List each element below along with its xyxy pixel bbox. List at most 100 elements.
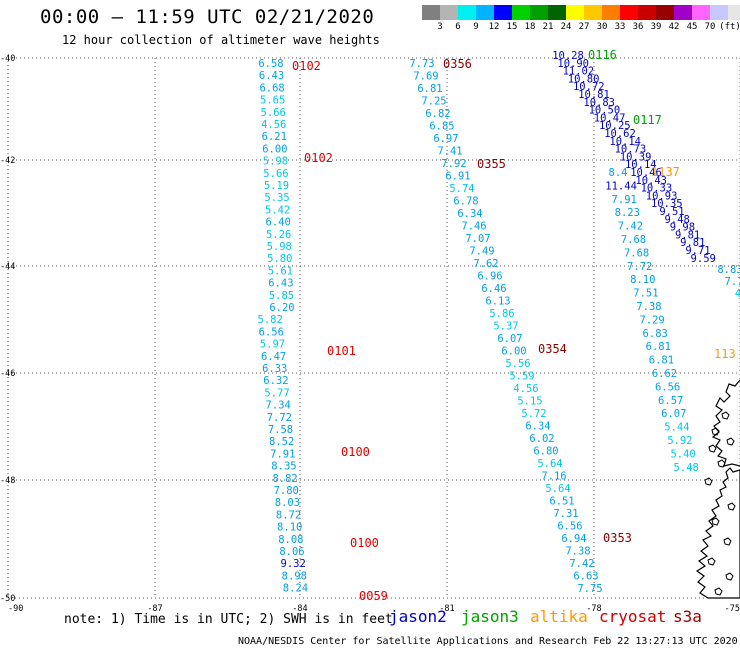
wave-height-value: 7.68 xyxy=(621,234,646,246)
wave-height-value: 10.35 xyxy=(651,198,683,210)
wave-height-value: 6.68 xyxy=(259,82,284,94)
wave-height-value: 7.25 xyxy=(421,96,446,108)
wave-height-value: 7.49 xyxy=(469,246,494,258)
wave-height-value: 6.07 xyxy=(661,408,686,420)
wave-height-value: 5.98 xyxy=(267,241,292,253)
wave-height-value: 10.93 xyxy=(646,190,678,202)
wave-height-value: 6.34 xyxy=(457,208,482,220)
wave-height-value: 6.82 xyxy=(425,108,450,120)
color-swatch xyxy=(476,5,494,20)
wave-height-value: 8.98 xyxy=(282,570,307,582)
wave-height-value: 10.28 xyxy=(552,50,584,62)
wave-height-value: 10.62 xyxy=(604,128,636,140)
wave-height-value: 5.48 xyxy=(674,462,699,474)
pass-time-label: 113 xyxy=(714,347,736,361)
wave-height-value: 5.64 xyxy=(545,483,570,495)
wave-height-value: 7.42 xyxy=(618,221,643,233)
longitude-tick-label: -90 xyxy=(8,604,23,614)
wave-height-value: 6.57 xyxy=(658,395,683,407)
wave-height-value: 10.46 xyxy=(630,167,662,179)
coastline-north xyxy=(711,379,740,467)
wave-height-value: 10.47 xyxy=(594,112,626,124)
wave-height-value: 10.43 xyxy=(635,175,667,187)
color-scale-label: 42 xyxy=(668,22,680,32)
wave-height-value: 6.00 xyxy=(501,346,526,358)
color-swatch xyxy=(692,5,710,20)
pass-time-label: 0355 xyxy=(477,157,506,171)
color-swatch xyxy=(440,5,458,20)
wave-height-value: 5.19 xyxy=(264,180,289,192)
pass-time-label: 0353 xyxy=(603,531,632,545)
island-outline xyxy=(711,517,720,526)
pass-time-label: 0102 xyxy=(292,59,321,73)
island-outline xyxy=(708,444,717,453)
wave-height-value: 6.58 xyxy=(258,58,283,70)
wave-height-value: 9.81 xyxy=(680,237,705,249)
color-swatch xyxy=(602,5,620,20)
color-scale-bar xyxy=(422,5,740,20)
pass-time-label: 0356 xyxy=(443,57,472,71)
wave-height-value: 7.41 xyxy=(437,146,462,158)
wave-height-value: 5.72 xyxy=(521,408,546,420)
wave-height-value: 6.62 xyxy=(652,368,677,380)
wave-height-value: 9.59 xyxy=(691,253,716,265)
wave-height-value: 6.43 xyxy=(268,278,293,290)
pass-time-label: 0354 xyxy=(538,342,567,356)
wave-height-value: 8.4 xyxy=(609,167,628,179)
wave-height-value: 5.61 xyxy=(268,265,293,277)
color-scale-label: 21 xyxy=(542,22,554,32)
longitude-tick-label: -87 xyxy=(147,604,162,614)
wave-height-value: 7.38 xyxy=(565,546,590,558)
island-outline xyxy=(717,459,726,468)
wave-height-value: 6.97 xyxy=(433,133,458,145)
pass-time-label: 1137 xyxy=(651,165,680,179)
color-swatch xyxy=(458,5,476,20)
wave-height-value: 8.35 xyxy=(271,461,296,473)
wave-height-value: 5.82 xyxy=(258,314,283,326)
wave-height-value: 5.35 xyxy=(264,192,289,204)
wave-height-value: 7.69 xyxy=(413,71,438,83)
wave-height-value: 6.40 xyxy=(266,217,291,229)
wave-height-value: 11.02 xyxy=(563,66,595,78)
wave-height-value: 6.96 xyxy=(477,271,502,283)
pass-time-label: 0102 xyxy=(304,151,333,165)
latitude-tick-label: -42 xyxy=(0,156,15,166)
wave-height-value: 7.80 xyxy=(274,485,299,497)
color-scale-label: 15 xyxy=(506,22,518,32)
wave-height-value: 7.29 xyxy=(639,314,664,326)
wave-height-value: 7.91 xyxy=(270,448,295,460)
wave-height-value: 6.56 xyxy=(259,326,284,338)
island-outline xyxy=(707,557,716,566)
color-swatch xyxy=(638,5,656,20)
color-swatch xyxy=(566,5,584,20)
color-swatch xyxy=(710,5,728,20)
pass-time-label: 0101 xyxy=(327,344,356,358)
wave-height-value: 10.90 xyxy=(557,58,589,70)
wave-height-value: 7.34 xyxy=(266,400,291,412)
latitude-tick-label: -46 xyxy=(0,369,15,379)
legend-item-jason2: jason2 xyxy=(389,607,447,626)
wave-height-value: 10.81 xyxy=(578,89,610,101)
wave-height-value: 6.32 xyxy=(263,375,288,387)
wave-height-value: 10.50 xyxy=(589,105,621,117)
wave-height-value: 6.91 xyxy=(445,171,470,183)
wave-height-value: 10.14 xyxy=(609,136,641,148)
wave-height-value: 9.81 xyxy=(675,229,700,241)
wave-height-value: 9.48 xyxy=(665,214,690,226)
wave-height-value: 5.26 xyxy=(266,229,291,241)
wave-height-value: 6.56 xyxy=(655,381,680,393)
wave-height-value: 8.24 xyxy=(283,583,308,595)
island-outline xyxy=(723,537,732,546)
color-scale-label: 9 xyxy=(473,22,479,32)
wave-height-value: 5.64 xyxy=(537,458,562,470)
wave-height-value: 5.74 xyxy=(449,183,474,195)
wave-height-value: 5.65 xyxy=(260,95,285,107)
color-scale-label: 36 xyxy=(632,22,644,32)
latitude-tick-label: -50 xyxy=(0,594,15,604)
color-scale-label: 12 xyxy=(488,22,500,32)
wave-height-value: 4 xyxy=(735,288,740,300)
island-outline xyxy=(726,437,735,446)
wave-height-value: 5.66 xyxy=(263,168,288,180)
